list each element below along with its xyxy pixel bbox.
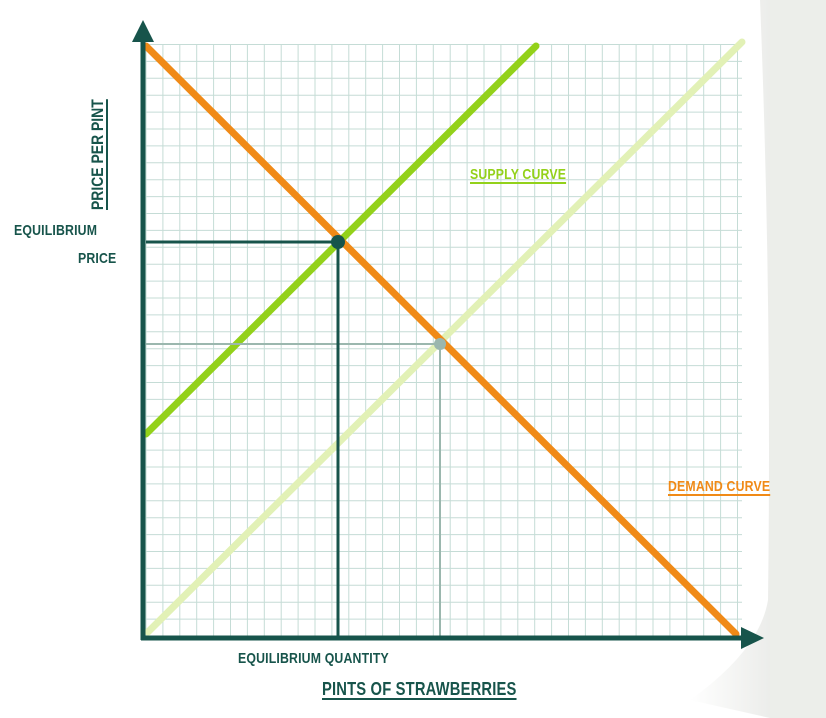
- arrow-right-icon: [741, 627, 764, 649]
- equilibrium-quantity-label: EQUILIBRIUM QUANTITY: [238, 650, 389, 667]
- y-axis-title: PRICE PER PINT: [88, 99, 107, 210]
- equilibrium-point: [331, 235, 345, 249]
- supply-curve-label: SUPPLY CURVE: [470, 166, 567, 183]
- arrow-up-icon: [132, 20, 154, 42]
- equilibrium-price-label-line2: PRICE: [78, 250, 117, 267]
- demand-curve-label: DEMAND CURVE: [668, 478, 771, 495]
- x-axis-title: PINTS OF STRAWBERRIES: [322, 679, 517, 699]
- shifted-equilibrium-point: [434, 338, 446, 350]
- equilibrium-guide-lines: [146, 240, 340, 636]
- equilibrium-price-label-line1: EQUILIBRIUM: [14, 222, 98, 239]
- supply-curve-shifted-line: [144, 38, 746, 636]
